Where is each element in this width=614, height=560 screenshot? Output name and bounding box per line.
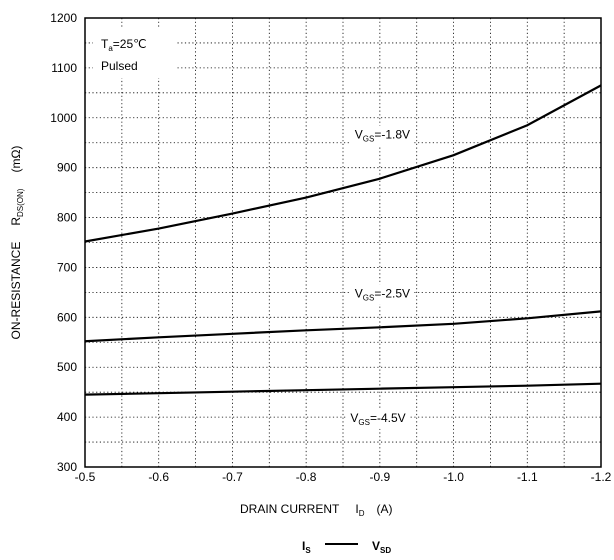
series-label-part: =-1.8V [374,128,410,142]
annotation-part: =25℃ [113,37,147,51]
caption: VSD [372,539,391,555]
y-tick-label: 300 [57,460,77,474]
x-tick-label: -1.0 [443,470,464,484]
caption-part: V [372,539,380,553]
x-tick-label: -0.9 [370,470,391,484]
line [84,382,602,396]
y-axis-label-part: ON-RESISTANCE [9,242,23,340]
x-tick-label: -0.8 [296,470,317,484]
x-tick-label: -0.5 [75,470,96,484]
x-axis-label-part: I [355,502,358,516]
x-axis-label: DRAIN CURRENT ID (A) [240,502,392,518]
y-axis-label-part: DS(ON) [16,188,25,217]
y-tick-label: 400 [57,410,77,424]
series-label-part: V [355,128,363,142]
series-label-part: GS [358,418,370,427]
y-tick-label: 1200 [50,11,77,25]
annotation: Ta=25℃ [101,37,147,53]
series-label: VGS=-2.5V [355,286,410,302]
y-axis-label-part: (mΩ) [9,146,23,173]
series-label-part: =-4.5V [370,411,406,425]
x-tick-label: -1.1 [517,470,538,484]
x-tick-label: -0.6 [148,470,169,484]
y-tick-label: 800 [57,211,77,225]
annotation: Pulsed [101,59,138,73]
series-label-group: VGS=-4.5V [346,409,410,429]
series-label-group: VGS=-2.5V [350,284,415,305]
caption: IS [302,539,311,555]
x-axis-label-part: (A) [376,502,392,516]
y-tick-label: 700 [57,260,77,274]
annotation-part: a [108,44,113,53]
y-tick-label: 500 [57,360,77,374]
series-label: VGS=-1.8V [355,128,410,144]
series-label-part: V [350,411,358,425]
y-tick-label: 600 [57,310,77,324]
caption-part: S [305,546,311,555]
series-label-part: GS [363,135,375,144]
caption-part: SD [380,546,391,555]
x-tick-label: -1.2 [591,470,612,484]
series-label-bg [350,284,415,305]
line [84,84,602,243]
annotation-part: T [101,37,109,51]
series-label-bg [346,409,410,429]
series-label: VGS=-4.5V [350,411,405,427]
plot-frame [84,17,602,468]
series-label-part: =-2.5V [374,286,410,300]
x-axis-label-part: D [359,509,365,518]
y-tick-label: 1100 [51,61,77,75]
series-label-group: VGS=-1.8V [350,125,415,146]
series-label-part: GS [363,293,375,302]
y-axis-label-part: R [9,217,23,226]
y-tick-label: 1000 [50,111,77,125]
line [84,310,602,343]
y-axis-label: ON-RESISTANCE RDS(ON) (mΩ) [9,146,25,340]
y-tick-label: 900 [57,161,77,175]
series-label-part: V [355,286,363,300]
caption-part: I [302,539,305,553]
x-tick-label: -0.7 [222,470,243,484]
annotation-box [93,28,177,78]
series-label-bg [350,125,415,146]
x-axis-label-part: DRAIN CURRENT [240,502,340,516]
